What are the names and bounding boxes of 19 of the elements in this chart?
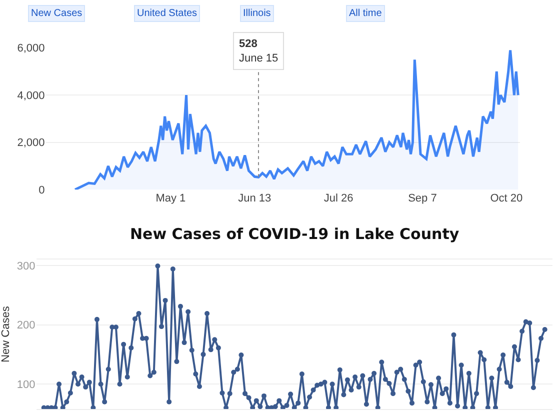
text: Illinois	[243, 8, 271, 19]
y-tick-label: 0	[38, 184, 45, 196]
x-tick-label: Jun 13	[238, 192, 272, 205]
y-tick-label: 200	[16, 320, 36, 332]
y-tick-label: 2,000	[17, 137, 45, 150]
text: United States	[137, 8, 198, 19]
annotation: 528 June 15	[239, 38, 278, 64]
y-tick-label: 100	[16, 378, 36, 391]
y-tick-label: 4,000	[17, 90, 45, 102]
y-tick-label: 6,000	[17, 42, 45, 55]
x-tick-label: Oct 20	[490, 192, 523, 205]
x-tick-label: May 1	[156, 192, 186, 205]
y-tick-label: 300	[16, 260, 36, 272]
x-tick-label: Jul 26	[324, 192, 354, 205]
text: All time	[349, 8, 382, 19]
x-tick-label: Sep 7	[408, 192, 437, 205]
chart-title: New Cases of COVID-19 in Lake County	[130, 225, 460, 243]
text: New Cases	[31, 8, 82, 19]
y-axis-title: New Cases	[0, 306, 12, 362]
